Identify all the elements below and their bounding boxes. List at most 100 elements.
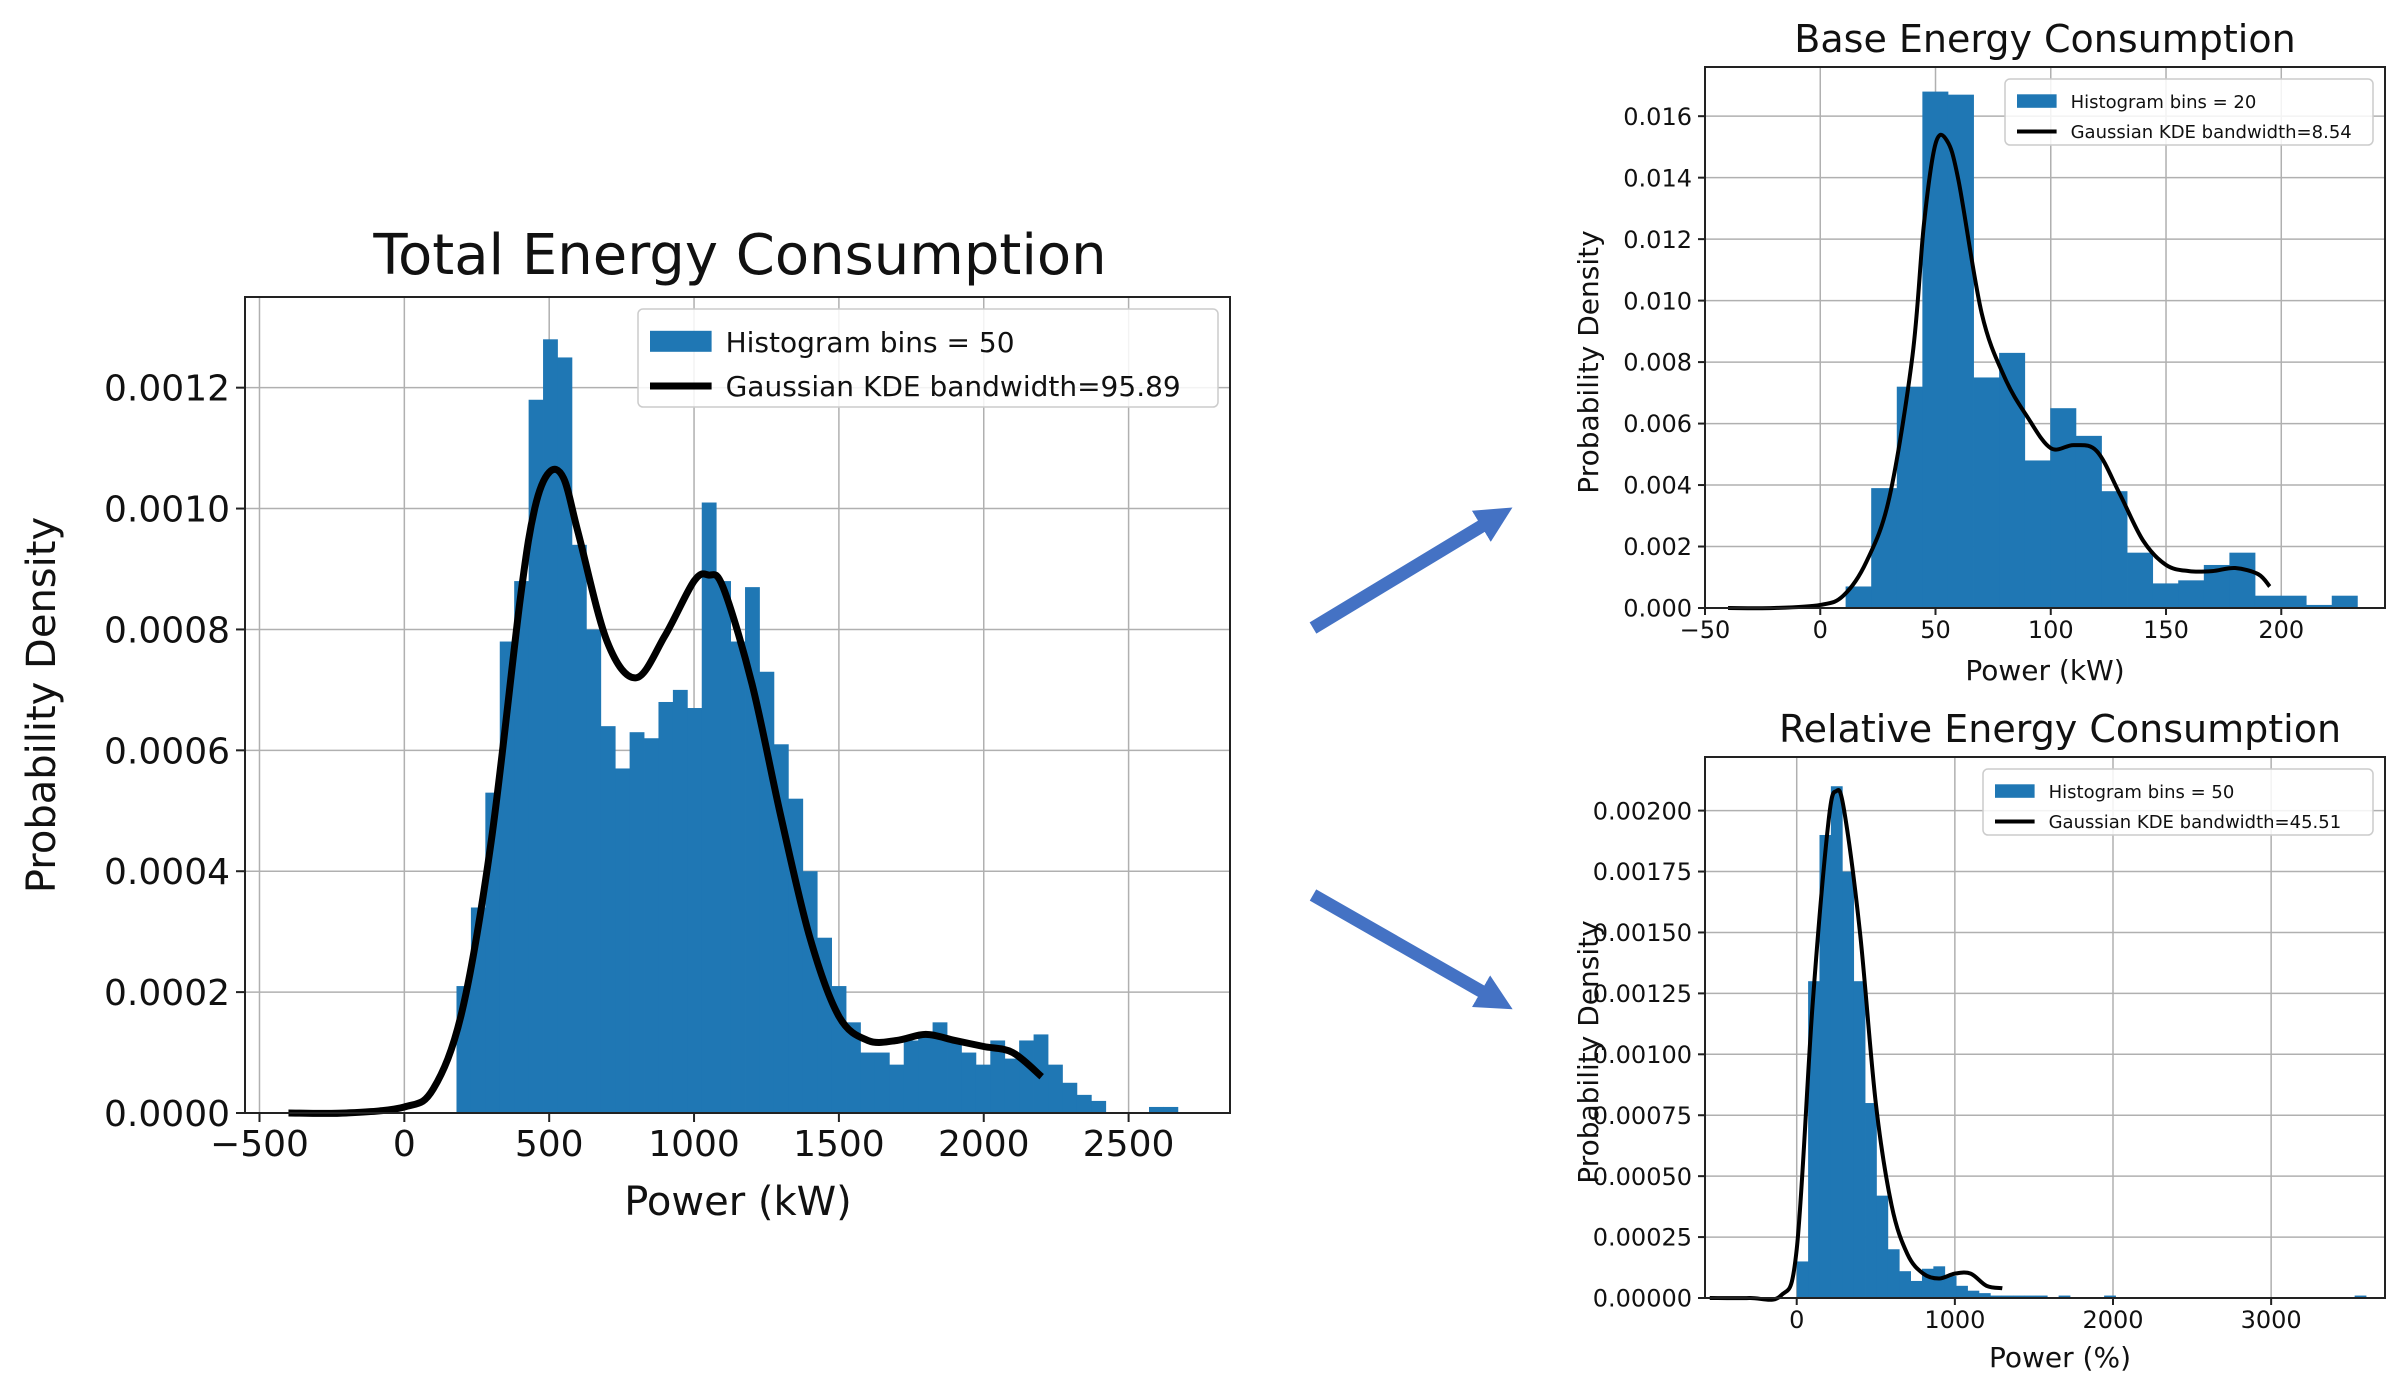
total-xtick-label: −500	[210, 1124, 309, 1165]
relative-ytick-label: 0.00075	[1593, 1102, 1692, 1130]
total-legend-kde-label: Gaussian KDE bandwidth=95.89	[726, 370, 1181, 403]
relative-hist-bar	[1842, 871, 1855, 1298]
base-legend-kde-label: Gaussian KDE bandwidth=8.54	[2071, 122, 2352, 143]
total-hist-bar	[730, 641, 746, 1113]
base-ytick-label: 0.012	[1623, 226, 1692, 254]
relative-chart-title: Relative Energy Consumption	[1779, 707, 2341, 751]
relative-hist-bar	[2354, 1295, 2367, 1298]
total-ytick-label: 0.0012	[104, 369, 230, 410]
total-hist-bar	[860, 1052, 876, 1113]
base-legend-hist-label: Histogram bins = 20	[2071, 92, 2257, 113]
base-ytick-label: 0.010	[1623, 287, 1692, 315]
total-legend-box	[637, 308, 1219, 408]
base-ytick-label: 0.008	[1623, 349, 1692, 377]
relative-ytick-label: 0.00175	[1593, 858, 1692, 886]
total-hist-bar	[586, 629, 602, 1113]
base-ytick-label: 0.006	[1623, 410, 1692, 438]
total-ytick-label: 0.0002	[104, 973, 230, 1014]
relative-hist-bar	[1887, 1249, 1900, 1298]
total-ytick-label: 0.0006	[104, 731, 230, 772]
relative-hist-bar	[2024, 1295, 2037, 1298]
relative-hist-bar	[1876, 1195, 1889, 1298]
total-hist-bar	[918, 1034, 933, 1113]
total-hist-bar	[528, 399, 544, 1113]
relative-hist-bar	[1956, 1285, 1968, 1298]
arrow-to-relative-icon	[1309, 889, 1513, 1010]
relative-hist-bar	[1921, 1268, 1934, 1298]
total-hist-bar	[514, 581, 530, 1113]
base-hist-bar	[1973, 377, 2000, 608]
base-chart-ylabel: Probability Density	[1572, 230, 1605, 493]
total-hist-bar	[716, 581, 732, 1113]
relative-hist-bar	[1865, 1103, 1877, 1298]
total-hist-bar	[932, 1022, 948, 1113]
base-hist-bar	[2280, 595, 2307, 608]
total-xtick-label: 1000	[648, 1124, 740, 1165]
total-hist-bar	[701, 502, 717, 1113]
relative-xtick-label: 0	[1789, 1306, 1804, 1334]
relative-hist-bar	[2013, 1295, 2025, 1298]
total-hist-bar	[961, 1052, 977, 1113]
total-hist-bar	[1091, 1100, 1107, 1113]
relative-hist-bar	[1933, 1266, 1946, 1298]
total-hist-bar	[889, 1064, 905, 1113]
base-chart-xlabel: Power (kW)	[1965, 654, 2124, 687]
relative-legend-hist-swatch	[1995, 784, 2035, 798]
base-ytick-label: 0.014	[1623, 164, 1692, 192]
total-xtick-label: 0	[393, 1124, 416, 1165]
total-hist-bar	[672, 689, 688, 1113]
base-hist-bar	[2229, 552, 2256, 608]
total-hist-bar	[903, 1040, 919, 1113]
relative-hist-bar	[1990, 1295, 2003, 1298]
relative-kde-line	[1709, 787, 2003, 1302]
total-kde-line	[288, 465, 1045, 1117]
relative-ytick-label: 0.00125	[1593, 980, 1692, 1008]
relative-legend-kde-label: Gaussian KDE bandwidth=45.51	[2049, 812, 2342, 833]
base-hist-bar	[2101, 491, 2128, 608]
total-hist-bar	[571, 544, 587, 1113]
total-hist-bar	[975, 1064, 991, 1113]
base-hist-bar	[2331, 595, 2358, 608]
total-hist-bar	[1148, 1106, 1164, 1113]
base-hist-bar	[2306, 604, 2333, 608]
total-hist-bar	[1004, 1058, 1020, 1113]
total-hist-bar	[600, 726, 616, 1113]
total-hist-bar	[658, 701, 674, 1113]
relative-hist-bar	[2001, 1295, 2014, 1298]
relative-chart: Relative Energy Consumption Power (%) Pr…	[1572, 707, 2386, 1374]
relative-legend-hist-label: Histogram bins = 50	[2049, 782, 2235, 803]
base-hist-bar	[1896, 386, 1923, 608]
base-chart-title: Base Energy Consumption	[1794, 17, 2295, 61]
base-hist-bar	[2152, 583, 2179, 608]
total-ytick-label: 0.0000	[104, 1094, 230, 1135]
total-hist-bar	[557, 357, 573, 1113]
relative-hist-bar	[1967, 1290, 1980, 1298]
total-hist-bar	[1048, 1064, 1063, 1113]
total-xtick-label: 1500	[793, 1124, 885, 1165]
base-xtick-label: 200	[2258, 616, 2304, 644]
base-hist-bar	[1947, 94, 1974, 608]
base-hist-bar	[2178, 580, 2205, 608]
base-xtick-label: 150	[2143, 616, 2189, 644]
relative-hist-bar	[1899, 1271, 1911, 1298]
total-hist-bar	[543, 339, 558, 1113]
base-hist-bar	[2050, 408, 2077, 608]
relative-hist-bar	[1853, 981, 1866, 1298]
base-hist-bar	[1922, 91, 1949, 608]
base-legend-hist-swatch	[2017, 94, 2057, 108]
total-legend-hist-swatch	[650, 330, 712, 352]
total-hist-bar	[615, 768, 631, 1113]
relative-hist-bar	[1819, 834, 1832, 1298]
total-hist-bar	[1076, 1094, 1092, 1113]
base-hist-bar	[2024, 460, 2051, 608]
base-hist-bar	[2254, 595, 2281, 608]
total-hist-bar	[629, 732, 645, 1113]
base-xtick-label: 0	[1813, 616, 1828, 644]
total-hist-bar	[947, 1040, 962, 1113]
base-hist-bar	[2127, 552, 2154, 608]
relative-hist-bar	[1830, 786, 1843, 1298]
relative-ytick-label: 0.00025	[1593, 1224, 1692, 1252]
total-chart-xlabel: Power (kW)	[624, 1179, 852, 1225]
relative-hist-bar	[1978, 1293, 1991, 1298]
